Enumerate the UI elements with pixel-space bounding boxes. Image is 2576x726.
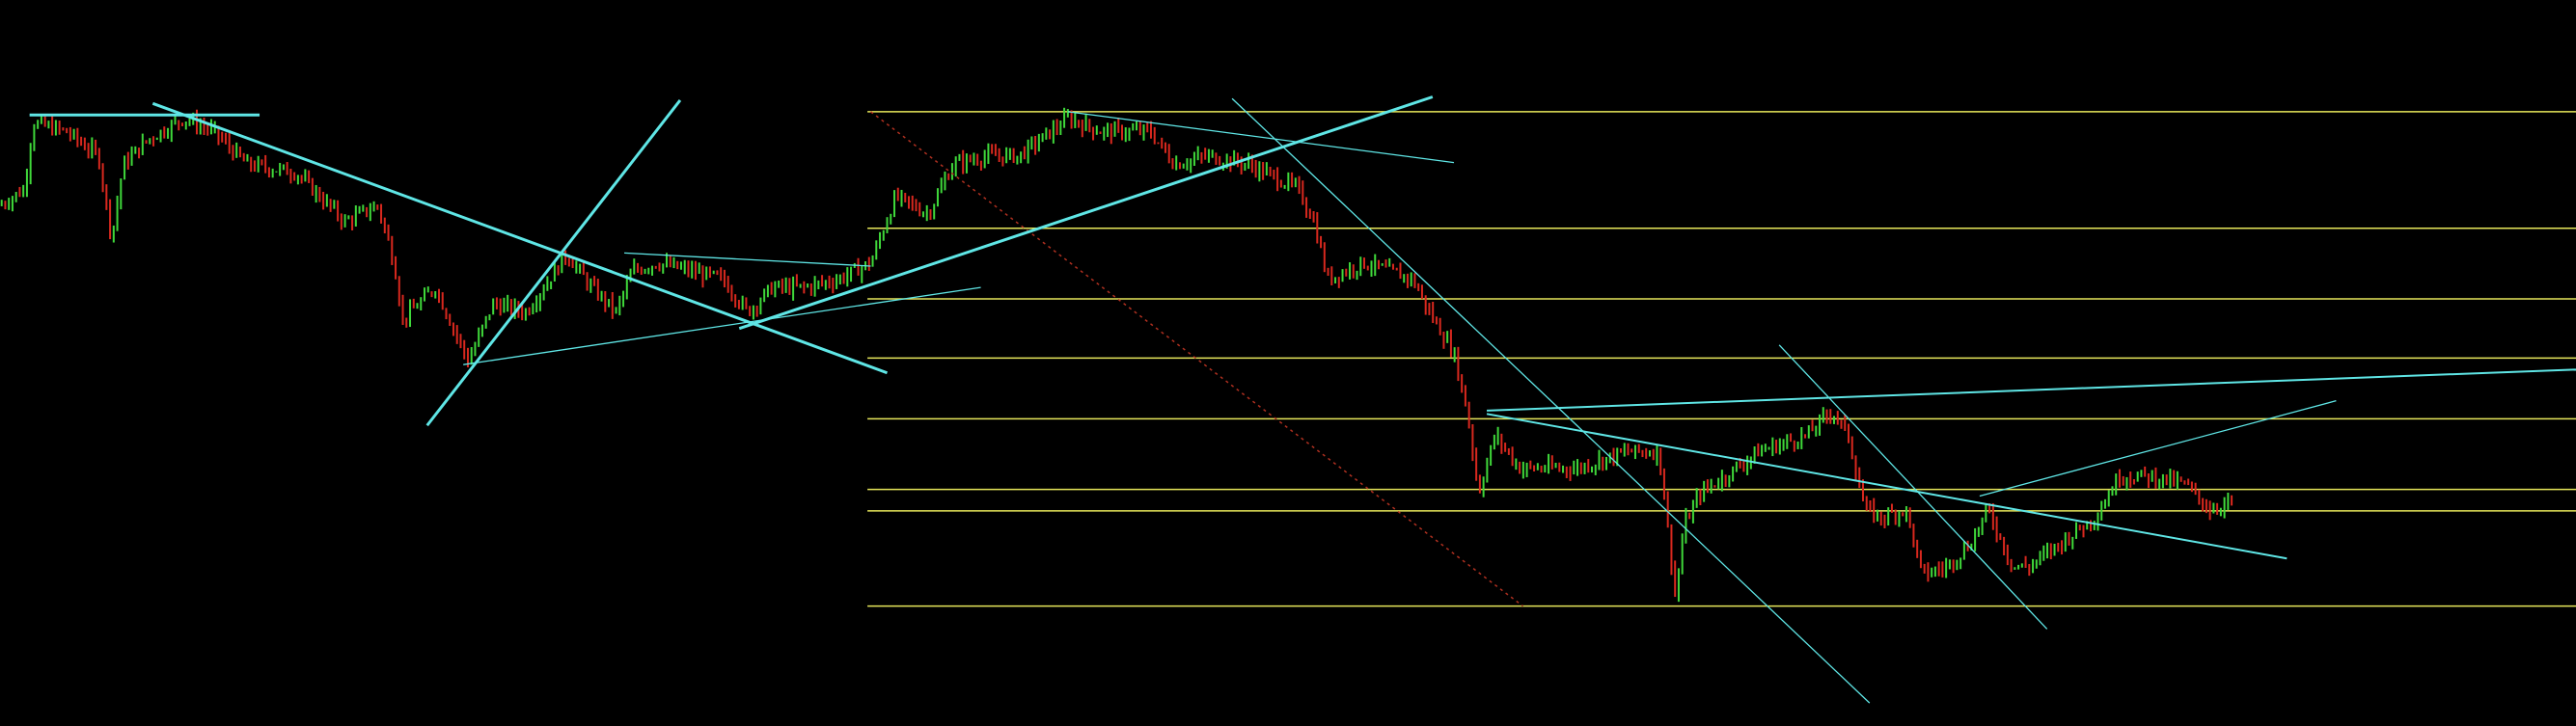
trend-line: [1068, 112, 1454, 163]
trend-line: [1487, 414, 2287, 558]
horizontal-levels: [867, 112, 2576, 606]
trend-line: [1779, 345, 2047, 630]
trend-line: [624, 253, 870, 266]
price-bars: [2, 108, 2232, 602]
trend-line: [739, 97, 1433, 329]
trend-line: [463, 287, 980, 364]
trend-line: [427, 100, 680, 425]
trend-lines: [30, 97, 2576, 704]
trend-line: [152, 103, 887, 372]
trend-line: [1487, 369, 2576, 411]
dotted-trend-line: [870, 112, 1522, 606]
trend-line: [1232, 98, 1870, 703]
dotted-lines: [870, 112, 1522, 606]
trend-line: [1980, 401, 2337, 497]
